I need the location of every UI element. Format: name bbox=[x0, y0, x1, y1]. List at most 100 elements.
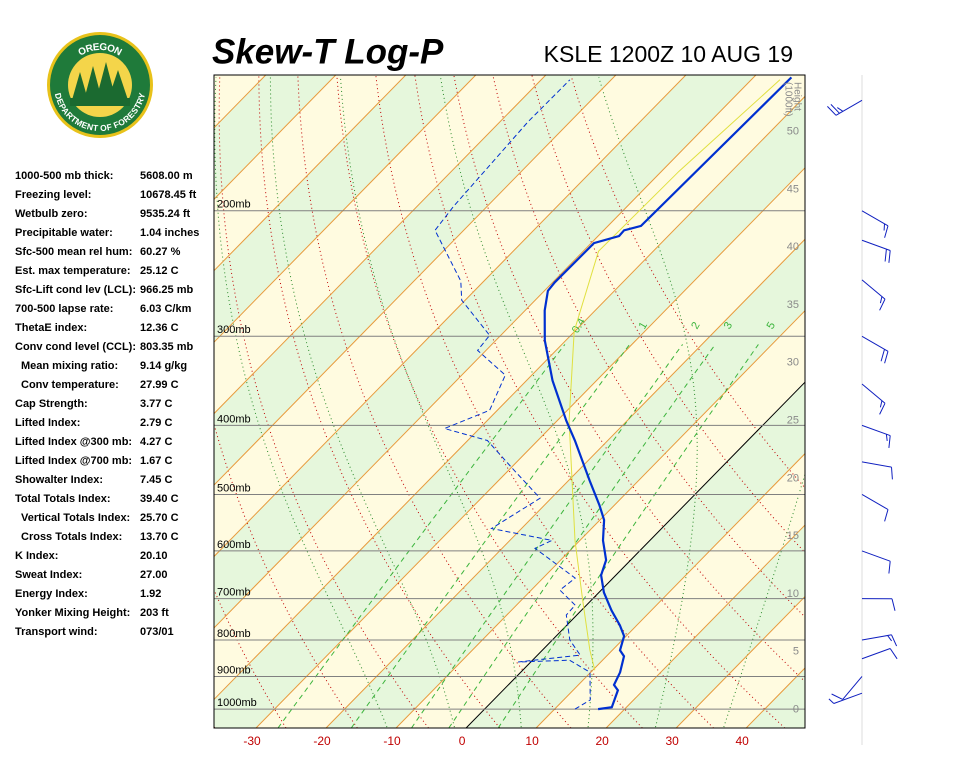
index-label: Yonker Mixing Height: bbox=[15, 607, 130, 619]
index-label: Freezing level: bbox=[15, 189, 91, 201]
height-tick-label: 50 bbox=[787, 126, 799, 138]
wind-barb bbox=[861, 279, 886, 311]
wind-barb bbox=[861, 383, 886, 415]
height-axis-label: (1000ft) bbox=[782, 82, 793, 116]
index-value: 1.92 bbox=[140, 588, 161, 600]
height-tick-label: 5 bbox=[793, 646, 799, 658]
logo: OREGON DEPARTMENT OF FORESTRY bbox=[47, 32, 153, 138]
plot-border bbox=[213, 74, 806, 729]
height-tick-label: 30 bbox=[787, 357, 799, 369]
index-value: 073/01 bbox=[140, 626, 174, 638]
isotherm bbox=[395, 310, 805, 728]
wind-barb bbox=[861, 461, 893, 480]
indices-table: 1000-500 mb thick: 5608.00 m Freezing leve… bbox=[15, 170, 199, 638]
pressure-label: 400mb bbox=[217, 413, 251, 425]
index-label: Transport wind: bbox=[15, 626, 98, 638]
mixing-ratio-label: 3 bbox=[722, 320, 735, 331]
moist-adiabat bbox=[340, 77, 522, 728]
index-label: Total Totals Index: bbox=[15, 493, 111, 505]
pressure-label: 600mb bbox=[217, 539, 251, 551]
dry-adiabat bbox=[375, 75, 714, 728]
index-value: 25.12 C bbox=[140, 265, 179, 277]
dry-adiabat bbox=[531, 75, 805, 554]
height-tick-label: 0 bbox=[793, 703, 799, 715]
wind-barb bbox=[861, 335, 889, 364]
height-tick-label: 10 bbox=[787, 588, 799, 600]
index-value: 1.67 C bbox=[140, 455, 172, 467]
x-tick-label: 30 bbox=[665, 734, 679, 748]
height-tick-label: 15 bbox=[787, 530, 799, 542]
index-value: 6.03 C/km bbox=[140, 303, 192, 315]
wind-barb bbox=[861, 598, 896, 611]
mixing-ratio-line bbox=[350, 344, 631, 728]
index-label: Energy Index: bbox=[15, 588, 88, 600]
chart-subtitle: KSLE 1200Z 10 AUG 19 bbox=[544, 41, 793, 67]
chart-title: Skew-T Log-P bbox=[212, 32, 444, 71]
pressure-label: 900mb bbox=[217, 664, 251, 676]
index-label: Conv cond level (CCL): bbox=[15, 341, 136, 353]
isotherm bbox=[535, 452, 805, 728]
pressure-label: 700mb bbox=[217, 587, 251, 599]
isotherm bbox=[214, 75, 547, 415]
wind-barb bbox=[861, 210, 889, 238]
wind-barb bbox=[861, 424, 891, 448]
x-tick-label: 20 bbox=[595, 734, 609, 748]
index-value: 2.79 C bbox=[140, 417, 172, 429]
index-label: Cap Strength: bbox=[15, 398, 88, 410]
height-tick-label: 25 bbox=[787, 414, 799, 426]
isotherm bbox=[214, 75, 477, 343]
index-value: 10678.45 ft bbox=[140, 189, 197, 201]
isotherm bbox=[214, 75, 337, 200]
index-label: Sweat Index: bbox=[15, 569, 82, 581]
isotherm bbox=[675, 595, 805, 728]
index-label: Cross Totals Index: bbox=[21, 531, 122, 543]
dry-adiabat bbox=[414, 75, 786, 728]
index-label: Showalter Index: bbox=[15, 474, 103, 486]
logo-ground bbox=[70, 98, 130, 106]
isotherm bbox=[214, 95, 805, 701]
wind-barb bbox=[827, 99, 863, 116]
index-label: Vertical Totals Index: bbox=[21, 512, 130, 524]
moist-adiabat bbox=[214, 77, 388, 728]
index-value: 60.27 % bbox=[140, 246, 181, 258]
index-label: Precipitable water: bbox=[15, 227, 113, 239]
pressure-label: 200mb bbox=[217, 199, 251, 211]
pressure-label: 800mb bbox=[217, 628, 251, 640]
isotherm bbox=[325, 238, 805, 728]
index-label: Sfc-Lift cond lev (LCL): bbox=[15, 284, 136, 296]
dry-adiabat bbox=[570, 75, 805, 489]
index-value: 5608.00 m bbox=[140, 170, 193, 182]
wind-barb bbox=[861, 239, 891, 263]
wind-barb bbox=[861, 550, 891, 574]
index-value: 1.04 inches bbox=[140, 227, 199, 239]
x-tick-label: 10 bbox=[525, 734, 539, 748]
wind-barb bbox=[861, 494, 889, 522]
isotherm bbox=[605, 524, 805, 728]
index-value: 803.35 mb bbox=[140, 341, 193, 353]
index-value: 9535.24 ft bbox=[140, 208, 190, 220]
index-value: 27.00 bbox=[140, 569, 168, 581]
index-value: 203 ft bbox=[140, 607, 169, 619]
parcel-trace bbox=[568, 79, 781, 671]
x-tick-label: 0 bbox=[459, 734, 466, 748]
logo-top-text: OREGON bbox=[76, 41, 123, 58]
index-value: 7.45 C bbox=[140, 474, 172, 486]
index-label: Conv temperature: bbox=[21, 379, 119, 391]
index-label: Est. max temperature: bbox=[15, 265, 131, 277]
index-value: 27.99 C bbox=[140, 379, 179, 391]
index-label: K Index: bbox=[15, 550, 58, 562]
x-tick-label: -30 bbox=[243, 734, 261, 748]
index-label: 700-500 lapse rate: bbox=[15, 303, 113, 315]
isotherm-band bbox=[214, 96, 805, 728]
x-tick-label: -10 bbox=[383, 734, 401, 748]
isotherm bbox=[214, 75, 407, 272]
isotherm bbox=[214, 75, 617, 486]
index-label: Wetbulb zero: bbox=[15, 208, 88, 220]
mixing-ratio-line bbox=[411, 344, 684, 728]
index-value: 966.25 mb bbox=[140, 284, 193, 296]
mixing-ratio-label: 5 bbox=[765, 320, 778, 331]
index-label: 1000-500 mb thick: bbox=[15, 170, 113, 182]
index-label: Mean mixing ratio: bbox=[21, 360, 118, 372]
wind-barb bbox=[831, 676, 863, 700]
